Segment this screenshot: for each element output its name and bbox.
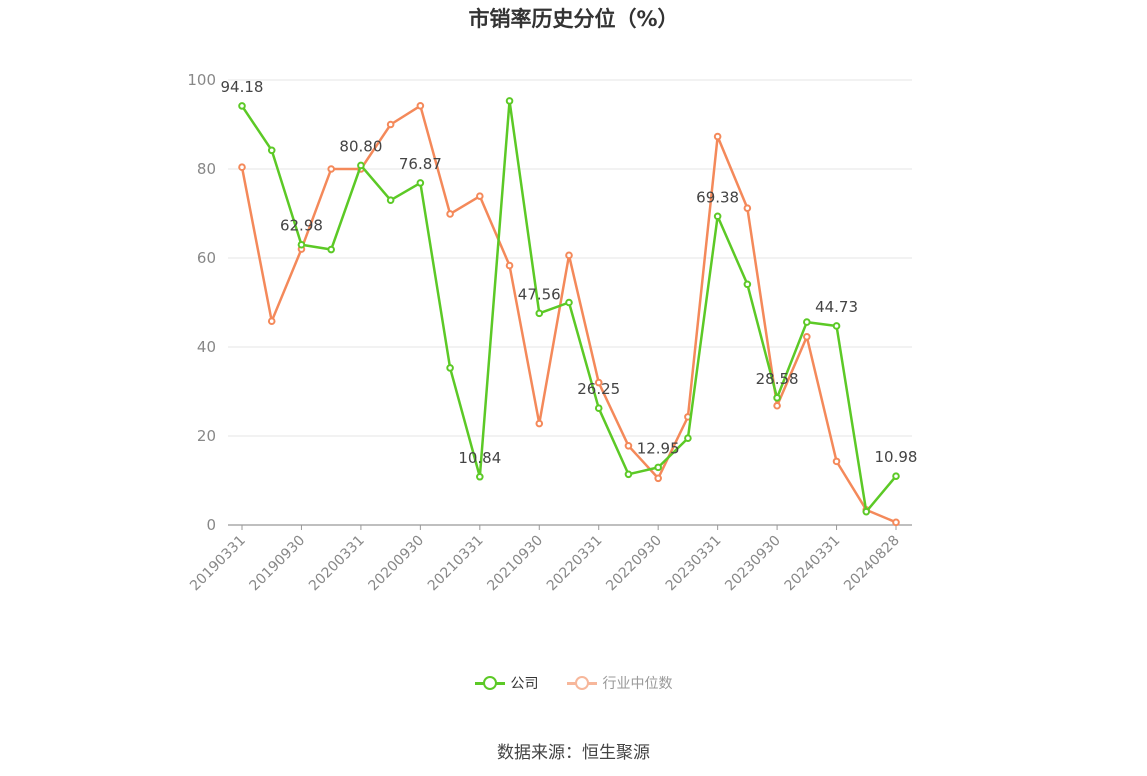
data-label: 12.95 bbox=[637, 439, 680, 457]
data-point-industry-median bbox=[713, 132, 722, 141]
data-point-company bbox=[238, 102, 246, 110]
data-point-company bbox=[446, 364, 454, 372]
data-label: 80.80 bbox=[339, 137, 382, 155]
y-tick-label: 40 bbox=[197, 338, 216, 356]
data-point-industry-median bbox=[238, 163, 246, 172]
data-point-industry-median bbox=[773, 401, 781, 410]
data-point-industry-median bbox=[654, 474, 662, 483]
data-label: 10.84 bbox=[458, 449, 501, 467]
data-point-industry-median bbox=[446, 210, 454, 218]
legend-company-label: 公司 bbox=[510, 676, 539, 692]
data-point-company bbox=[773, 394, 781, 402]
data-point-industry-median bbox=[416, 102, 425, 110]
data-point-industry-median bbox=[624, 441, 633, 450]
data-point-company bbox=[505, 97, 514, 105]
legend-item-industry-median[interactable]: 行业中位数 bbox=[566, 673, 673, 693]
chart-title: 市销率历史分位（%） bbox=[468, 7, 679, 31]
data-point-company bbox=[357, 161, 365, 170]
data-source-note: 数据来源：恒生聚源 bbox=[497, 743, 650, 763]
data-point-company bbox=[743, 280, 752, 289]
data-point-industry-median bbox=[476, 192, 484, 200]
data-point-company bbox=[476, 472, 484, 481]
x-tick-label: 20190930 bbox=[247, 533, 309, 595]
data-point-company bbox=[594, 404, 603, 412]
legend: 公司 行业中位数 bbox=[0, 673, 1147, 693]
data-label: 69.38 bbox=[696, 188, 739, 206]
series-line-industry-median bbox=[240, 104, 897, 524]
data-point-company bbox=[565, 298, 573, 307]
data-label: 76.87 bbox=[399, 155, 442, 173]
x-tick-label: 20200331 bbox=[306, 533, 368, 595]
data-label: 10.98 bbox=[875, 448, 918, 466]
data-label: 62.98 bbox=[280, 217, 323, 235]
data-point-company bbox=[386, 196, 395, 204]
data-point-company bbox=[832, 322, 841, 330]
data-point-company bbox=[713, 212, 722, 221]
data-labels: 94.18 62.98 80.80 76.87 10.84 47.56 26.25 12.95… bbox=[221, 78, 918, 467]
data-point-industry-median bbox=[267, 317, 276, 325]
x-tick-label: 20220331 bbox=[544, 533, 606, 595]
data-point-company bbox=[535, 309, 544, 318]
data-point-industry-median bbox=[832, 457, 841, 466]
data-point-industry-median bbox=[594, 378, 603, 387]
x-tick-label: 20230930 bbox=[722, 533, 784, 595]
x-tick-label: 20200930 bbox=[365, 533, 427, 595]
legend-industry-marker-icon bbox=[566, 676, 597, 690]
x-tick-label: 20210331 bbox=[425, 533, 487, 595]
data-point-company bbox=[862, 507, 871, 516]
x-tick-label: 20240828 bbox=[841, 533, 903, 595]
data-label: 26.25 bbox=[577, 380, 620, 398]
legend-item-company[interactable]: 公司 bbox=[474, 673, 539, 693]
y-tick-label: 80 bbox=[197, 160, 216, 178]
data-point-company bbox=[327, 245, 335, 254]
data-point-company bbox=[684, 434, 692, 443]
x-tick-label: 20210930 bbox=[484, 533, 546, 595]
data-point-company bbox=[297, 240, 306, 249]
y-tick-label: 60 bbox=[197, 249, 216, 267]
data-label: 28.58 bbox=[756, 370, 799, 388]
data-point-company bbox=[624, 470, 633, 479]
data-point-company bbox=[416, 179, 425, 187]
data-label: 44.73 bbox=[815, 298, 858, 316]
x-tick-label: 20230331 bbox=[663, 533, 725, 595]
data-point-industry-median bbox=[327, 165, 335, 173]
x-tick-label: 20190331 bbox=[187, 533, 249, 595]
x-tick-label: 20220930 bbox=[603, 533, 665, 595]
data-point-company bbox=[803, 318, 811, 326]
data-point-industry-median bbox=[535, 419, 544, 428]
legend-company-marker-icon bbox=[474, 676, 505, 690]
series-lines bbox=[238, 97, 900, 527]
data-point-industry-median bbox=[803, 332, 811, 341]
data-point-company bbox=[267, 146, 276, 155]
data-point-company bbox=[654, 463, 662, 472]
data-point-industry-median bbox=[565, 251, 573, 260]
data-point-industry-median bbox=[505, 261, 514, 270]
data-point-company bbox=[892, 472, 900, 480]
data-point-industry-median bbox=[892, 518, 900, 527]
data-label: 94.18 bbox=[221, 78, 264, 96]
data-label: 47.56 bbox=[518, 285, 561, 303]
y-tick-label: 20 bbox=[197, 427, 216, 445]
y-tick-label: 0 bbox=[206, 516, 216, 534]
data-point-industry-median bbox=[386, 120, 395, 129]
legend-industry-median-label: 行业中位数 bbox=[602, 676, 673, 692]
x-tick-label: 20240331 bbox=[782, 533, 844, 595]
data-point-industry-median bbox=[743, 204, 752, 212]
y-tick-label: 100 bbox=[187, 71, 216, 89]
